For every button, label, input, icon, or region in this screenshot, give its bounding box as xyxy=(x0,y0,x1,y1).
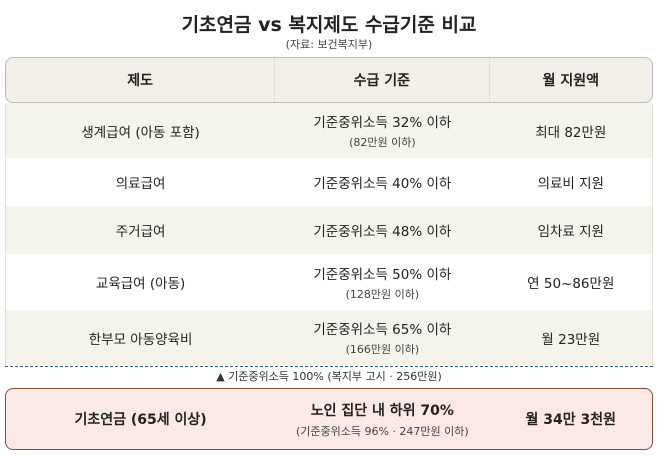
criteria-sub: (166만원 이하) xyxy=(345,343,420,356)
highlight-row: 기초연금 (65세 이상) 노인 집단 내 하위 70% (기준중위소득 96% … xyxy=(5,388,653,450)
table-row: 교육급여 (아동) 기준중위소득 50% 이하 (128만원 이하) 연 50~8… xyxy=(5,254,653,310)
criteria-cell: 기준중위소득 40% 이하 xyxy=(313,176,452,192)
header-amount: 월 지원액 xyxy=(542,73,599,89)
amount-cell: 의료비 지원 xyxy=(537,176,604,192)
source-note: (자료: 보건복지부) xyxy=(285,38,373,51)
amount-cell: 월 34만 3천원 xyxy=(525,412,617,428)
criteria-cell: 기준중위소득 65% 이하 (166만원 이하) xyxy=(275,310,489,365)
program-cell: 의료급여 xyxy=(115,176,166,192)
criteria-cell: 기준중위소득 32% 이하 (82만원 이하) xyxy=(275,103,489,158)
program-cell: 생계급여 (아동 포함) xyxy=(81,124,200,141)
criteria-sub: (기준중위소득 96% · 247만원 이하) xyxy=(295,424,469,438)
criteria-cell: 노인 집단 내 하위 70% (기준중위소득 96% · 247만원 이하) xyxy=(275,389,489,449)
program-cell: 한부모 아동양육비 xyxy=(88,331,193,348)
criteria-cell: 기준중위소득 50% 이하 (128만원 이하) xyxy=(275,254,489,310)
table-row: 생계급여 (아동 포함) 기준중위소득 32% 이하 (82만원 이하) 최대 8… xyxy=(5,103,653,158)
table-row: 한부모 아동양육비 기준중위소득 65% 이하 (166만원 이하) 월 23만원 xyxy=(5,310,653,365)
criteria-text: 기준중위소득 50% 이하 xyxy=(313,266,452,283)
criteria-text: 노인 집단 내 하위 70% xyxy=(310,402,454,419)
program-cell: 주거급여 xyxy=(115,224,166,240)
amount-cell: 최대 82만원 xyxy=(535,124,607,141)
program-cell: 기초연금 (65세 이상) xyxy=(74,412,207,428)
threshold-note: ▲ 기준중위소득 100% (복지부 고시 · 256만원) xyxy=(216,370,442,383)
criteria-sub: (128만원 이하) xyxy=(345,287,420,301)
table-row: 의료급여 기준중위소득 40% 이하 의료비 지원 xyxy=(5,158,653,206)
criteria-text: 기준중위소득 32% 이하 xyxy=(313,115,452,131)
threshold-line xyxy=(5,366,653,367)
page-title: 기초연금 vs 복지제도 수급기준 비교 xyxy=(181,14,477,36)
criteria-text: 기준중위소득 65% 이하 xyxy=(313,322,452,338)
header-program: 제도 xyxy=(6,58,276,102)
amount-cell: 연 50~86만원 xyxy=(527,276,615,292)
amount-cell: 월 23만원 xyxy=(541,331,601,348)
table-header: 제도 수급 기준 월 지원액 xyxy=(5,57,653,103)
header-criteria: 수급 기준 xyxy=(275,58,490,102)
amount-cell: 임차료 지원 xyxy=(537,224,604,240)
table-row: 주거급여 기준중위소득 48% 이하 임차료 지원 xyxy=(5,206,653,254)
criteria-sub: (82만원 이하) xyxy=(349,136,416,149)
program-cell: 교육급여 (아동) xyxy=(95,276,186,292)
criteria-cell: 기준중위소득 48% 이하 xyxy=(313,224,452,240)
